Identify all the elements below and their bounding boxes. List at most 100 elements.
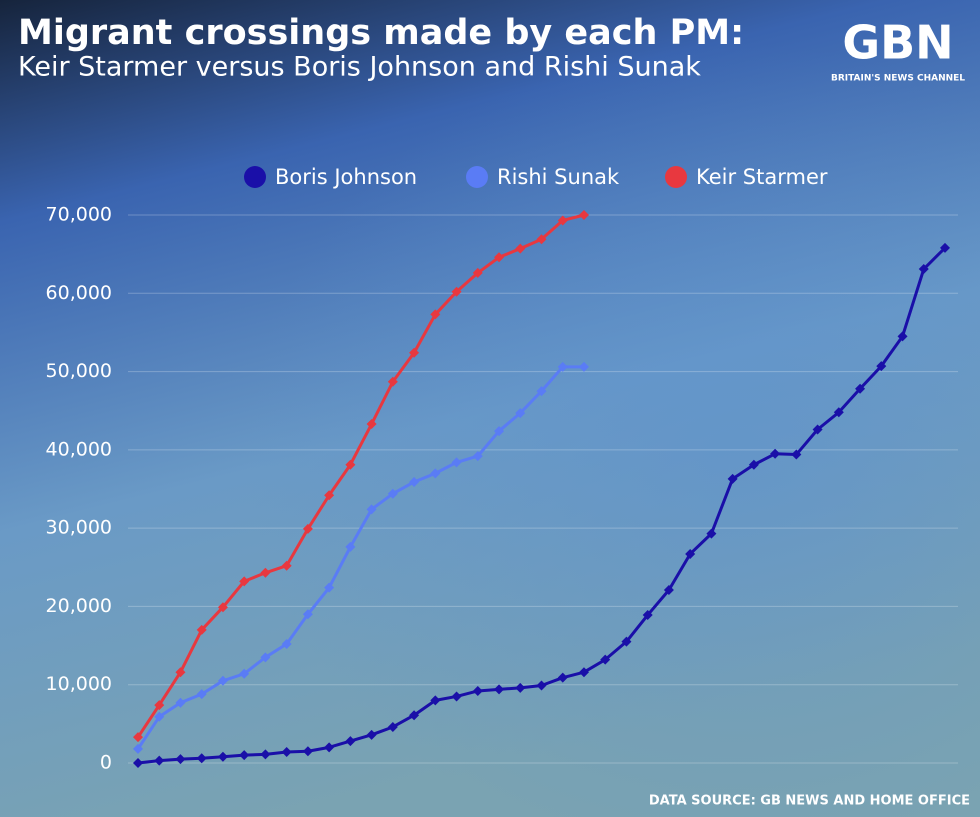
data-point <box>536 680 547 691</box>
data-point <box>175 697 186 708</box>
data-point <box>897 331 908 342</box>
data-point <box>642 610 653 621</box>
legend-marker <box>466 166 488 188</box>
y-tick-label: 40,000 <box>46 438 112 460</box>
data-point <box>515 682 526 693</box>
data-point <box>217 675 228 686</box>
data-point <box>748 459 759 470</box>
data-point <box>706 528 717 539</box>
data-point <box>387 488 398 499</box>
data-point <box>345 459 356 470</box>
data-point <box>302 746 313 757</box>
chart-title: Migrant crossings made by each PM: <box>18 13 744 53</box>
data-point <box>770 448 781 459</box>
data-point <box>430 468 441 479</box>
data-point <box>154 700 165 711</box>
data-point <box>940 242 950 253</box>
data-point <box>430 695 441 706</box>
data-point <box>451 286 462 297</box>
data-point <box>918 264 929 275</box>
data-point <box>302 523 313 534</box>
data-point <box>876 361 887 372</box>
data-point <box>133 743 143 754</box>
y-tick-label: 20,000 <box>46 595 112 617</box>
data-point <box>472 267 483 278</box>
data-point <box>260 567 271 578</box>
data-point <box>855 383 866 394</box>
data-point <box>302 609 313 620</box>
data-point <box>451 457 462 468</box>
data-point <box>515 408 526 419</box>
data-point <box>366 729 377 740</box>
data-point <box>196 689 207 700</box>
data-point <box>472 685 483 696</box>
data-point <box>557 215 568 226</box>
data-point <box>260 652 271 663</box>
data-point <box>133 758 143 768</box>
data-point <box>812 424 823 435</box>
data-point <box>621 636 632 647</box>
data-point <box>578 667 589 678</box>
y-tick-label: 10,000 <box>46 673 112 695</box>
data-point <box>387 721 398 732</box>
data-point <box>536 234 547 245</box>
legend-marker <box>244 166 266 188</box>
data-point <box>345 541 356 552</box>
data-point <box>557 672 568 683</box>
data-point <box>239 668 250 679</box>
data-point <box>578 361 589 372</box>
data-point <box>409 476 420 487</box>
data-point <box>494 426 505 437</box>
data-point <box>324 742 335 753</box>
data-point <box>154 711 165 722</box>
data-point <box>494 684 505 695</box>
series-line <box>136 365 584 750</box>
data-point <box>409 347 420 358</box>
data-point <box>727 473 738 484</box>
chart-subtitle: Keir Starmer versus Boris Johnson and Ri… <box>18 52 701 83</box>
y-tick-label: 70,000 <box>46 204 112 226</box>
data-point <box>409 710 420 721</box>
data-point <box>833 407 844 418</box>
data-point <box>791 449 802 460</box>
y-tick-label: 30,000 <box>46 517 112 539</box>
data-point <box>472 451 483 462</box>
y-tick-label: 50,000 <box>46 360 112 382</box>
data-point <box>281 639 292 650</box>
data-point <box>324 582 335 593</box>
legend-marker <box>665 166 687 188</box>
data-point <box>281 560 292 571</box>
data-point <box>196 624 207 635</box>
data-point <box>600 654 611 665</box>
data-point <box>430 309 441 320</box>
legend-label: Rishi Sunak <box>497 165 620 189</box>
y-tick-label: 0 <box>100 752 112 774</box>
data-point <box>175 667 186 678</box>
data-point <box>217 751 228 762</box>
legend-label: Boris Johnson <box>275 165 417 189</box>
data-point <box>536 386 547 397</box>
data-point <box>578 210 589 220</box>
legend-label: Keir Starmer <box>696 165 828 189</box>
data-point <box>239 750 250 761</box>
data-point <box>557 361 568 372</box>
data-point <box>345 736 356 747</box>
series-line <box>136 213 585 738</box>
y-tick-label: 60,000 <box>46 282 112 304</box>
data-point <box>154 755 165 766</box>
data-point <box>366 419 377 430</box>
data-point <box>366 504 377 515</box>
data-point <box>133 732 143 743</box>
data-point <box>663 584 674 595</box>
data-point <box>451 691 462 702</box>
data-point <box>387 376 398 387</box>
data-point <box>175 754 186 765</box>
data-point <box>685 548 696 559</box>
logo-tagline: BRITAIN'S NEWS CHANNEL <box>831 74 965 84</box>
data-point <box>239 576 250 587</box>
data-point <box>281 747 292 758</box>
source: DATA SOURCE: GB NEWS AND HOME OFFICE <box>649 794 970 809</box>
data-point <box>196 753 207 764</box>
